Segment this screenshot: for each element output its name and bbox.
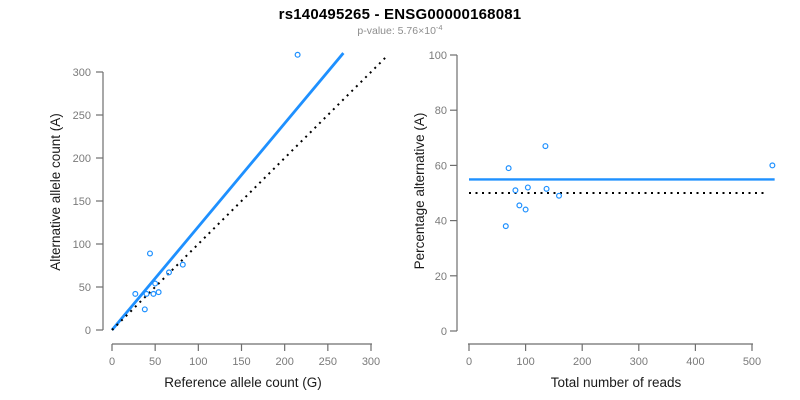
fit-line: [110, 52, 345, 331]
y-tick-label: 0: [85, 325, 91, 337]
pvalue-exponent: -4: [435, 23, 443, 32]
x-tick-label: 200: [573, 356, 591, 368]
data-point: [165, 269, 172, 276]
data-point: [294, 51, 301, 58]
y-tick-label: 80: [435, 105, 447, 117]
y-tick-label: 40: [435, 216, 447, 228]
y-tick-label: 100: [429, 50, 447, 62]
data-point: [769, 162, 776, 169]
y-tick-label: 150: [73, 196, 91, 208]
data-point: [555, 192, 562, 199]
y-tick-label: 300: [73, 67, 91, 79]
data-point: [502, 223, 509, 230]
x-tick-label: 0: [466, 356, 472, 368]
data-point: [522, 206, 529, 213]
y-tick-label: 20: [435, 271, 447, 283]
y-tick-label: 50: [79, 282, 91, 294]
y-tick-label: 0: [441, 326, 447, 338]
x-tick-label: 400: [686, 356, 704, 368]
data-point: [543, 185, 550, 192]
figure-subtitle: p-value: 5.76×10-4: [0, 23, 800, 37]
data-point: [179, 261, 186, 268]
y-tick-label: 200: [73, 153, 91, 165]
figure-title: rs140495265 - ENSG00000168081: [278, 6, 522, 23]
x-tick-label: 100: [516, 356, 534, 368]
x-tick-label: 50: [149, 356, 161, 368]
data-point: [132, 290, 139, 297]
y-axis-title: Alternative allele count (A): [48, 113, 63, 271]
data-point: [141, 306, 148, 313]
x-tick-label: 300: [362, 356, 380, 368]
data-point: [542, 143, 549, 150]
x-tick-label: 100: [189, 356, 207, 368]
x-tick-label: 0: [109, 356, 115, 368]
data-point: [155, 289, 162, 296]
data-point: [152, 280, 159, 287]
data-point: [150, 290, 157, 297]
data-point: [505, 165, 512, 172]
data-point: [143, 290, 150, 297]
data-point: [512, 187, 519, 194]
y-axis-title: Percentage alternative (A): [412, 113, 427, 270]
data-point: [524, 184, 531, 191]
data-point: [516, 202, 523, 209]
identity-line: [111, 55, 388, 331]
y-tick-label: 250: [73, 110, 91, 122]
x-axis-title: Total number of reads: [551, 375, 682, 390]
x-tick-label: 250: [319, 356, 337, 368]
data-point: [146, 250, 153, 257]
x-tick-label: 150: [232, 356, 250, 368]
pvalue-text: p-value: 5.76×10: [357, 25, 436, 37]
percentage-vs-reads-scatter-plot: 0 100 200 300 400 500 0 20 40 60 80 100 Total number…: [412, 50, 776, 390]
y-tick-label: 60: [435, 160, 447, 172]
x-tick-label: 300: [630, 356, 648, 368]
y-tick-label: 100: [73, 239, 91, 251]
x-tick-label: 200: [275, 356, 293, 368]
x-tick-label: 500: [743, 356, 761, 368]
x-axis-title: Reference allele count (G): [164, 375, 322, 390]
allele-count-scatter-plot: 0 50 100 150 200 250 300 0 50 100 150 200 250 300 Refe…: [48, 51, 388, 390]
